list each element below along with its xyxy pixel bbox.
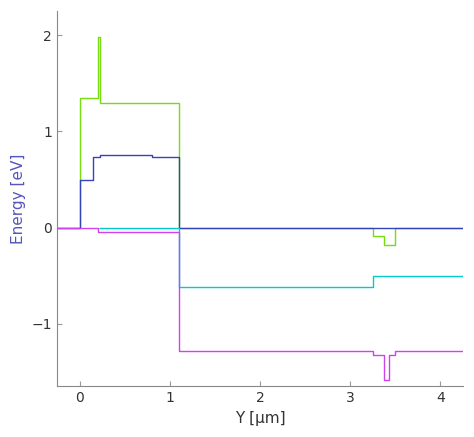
Y-axis label: Energy [eV]: Energy [eV] <box>11 153 26 244</box>
X-axis label: Y [μm]: Y [μm] <box>235 411 285 426</box>
